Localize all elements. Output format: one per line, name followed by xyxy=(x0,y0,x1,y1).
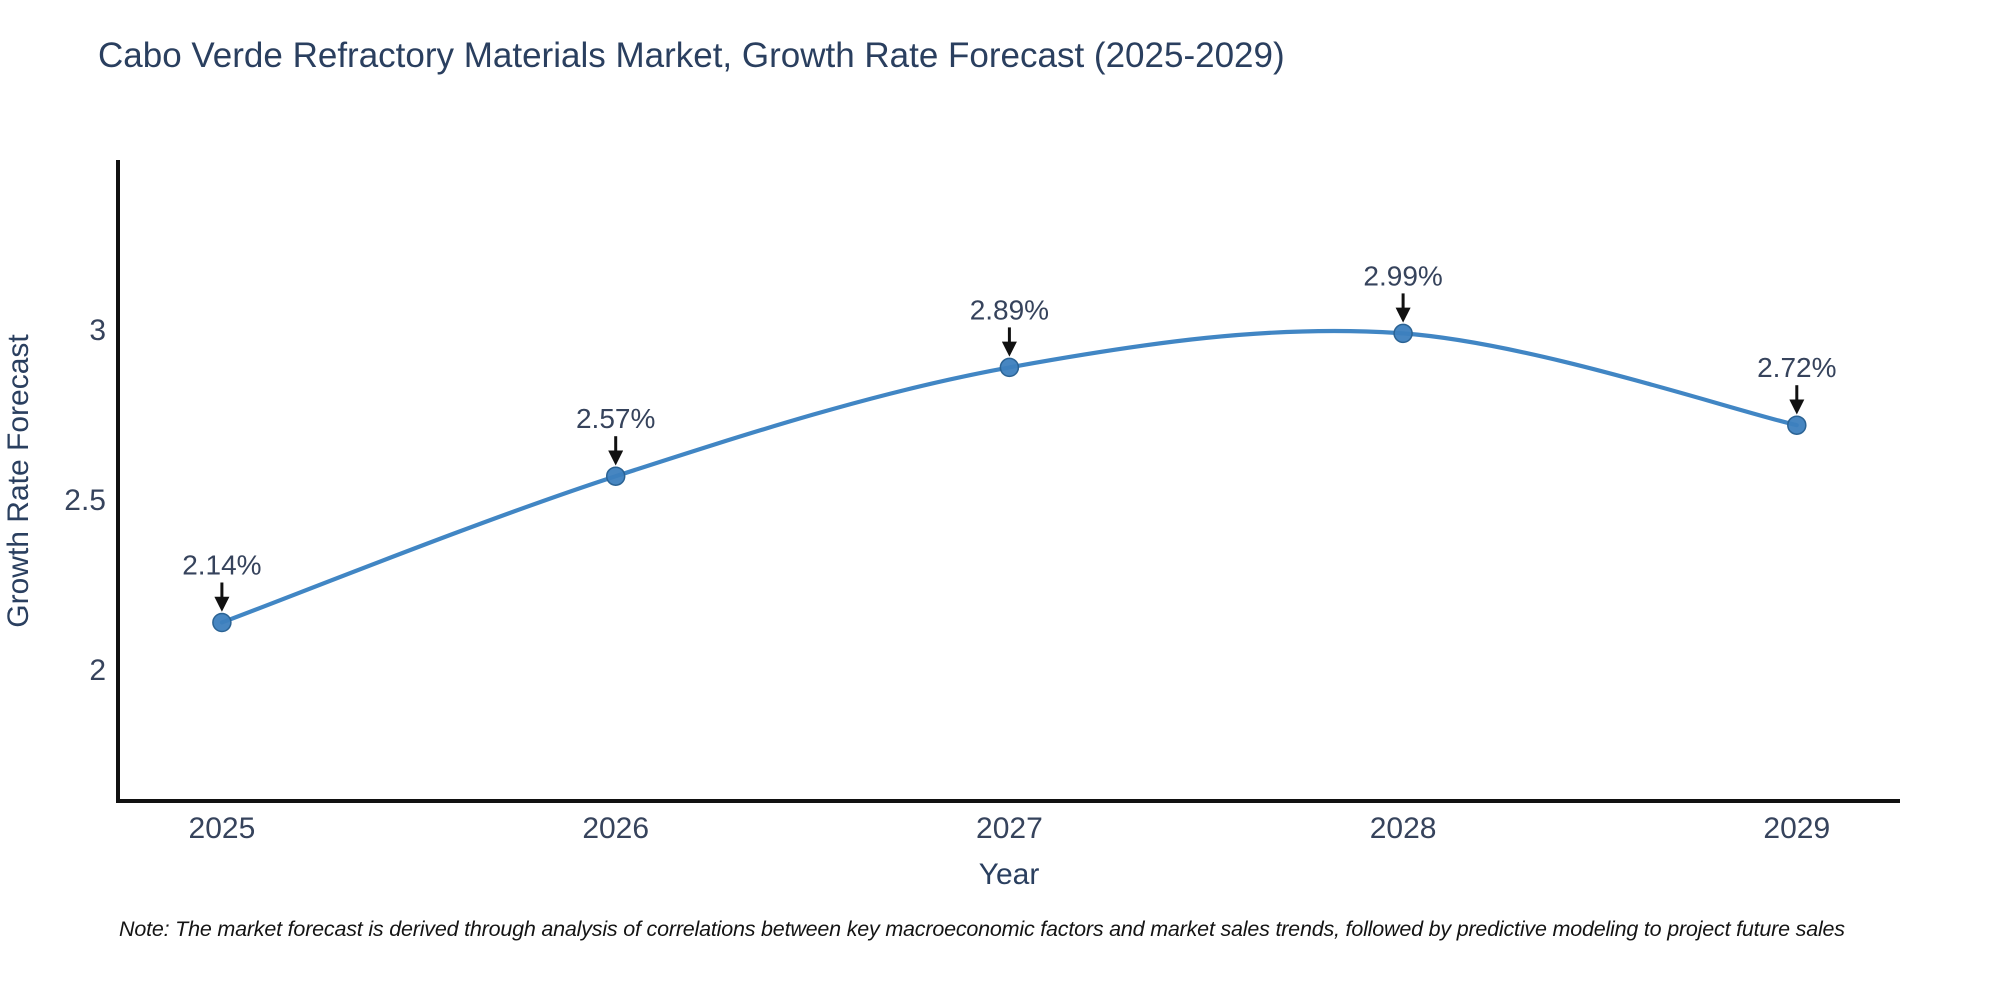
annotation-label: 2.99% xyxy=(1363,260,1442,291)
footnote: Note: The market forecast is derived thr… xyxy=(119,917,1845,941)
data-point-marker[interactable] xyxy=(1787,415,1807,435)
annotation-label: 2.72% xyxy=(1757,352,1836,383)
chart-title: Cabo Verde Refractory Materials Market, … xyxy=(98,36,1285,75)
annotation-label: 2.89% xyxy=(970,294,1049,325)
x-tick-label: 2029 xyxy=(1763,812,1830,845)
x-axis-title: Year xyxy=(979,858,1040,891)
data-point-marker[interactable] xyxy=(999,357,1020,378)
y-tick-label: 2 xyxy=(89,654,106,687)
annotation-label: 2.57% xyxy=(576,403,655,434)
y-axis-title: Growth Rate Forecast xyxy=(2,334,35,628)
y-tick-label: 2.5 xyxy=(64,484,106,517)
data-point-marker[interactable] xyxy=(1393,323,1413,344)
data-point-marker[interactable] xyxy=(212,612,232,633)
x-tick-label: 2027 xyxy=(976,812,1043,845)
x-tick-label: 2026 xyxy=(582,812,649,845)
y-tick-label: 3 xyxy=(89,314,106,347)
x-tick-label: 2025 xyxy=(189,812,256,845)
x-tick-label: 2028 xyxy=(1370,812,1437,845)
annotation-label: 2.14% xyxy=(182,550,261,581)
data-point-marker[interactable] xyxy=(605,466,626,486)
